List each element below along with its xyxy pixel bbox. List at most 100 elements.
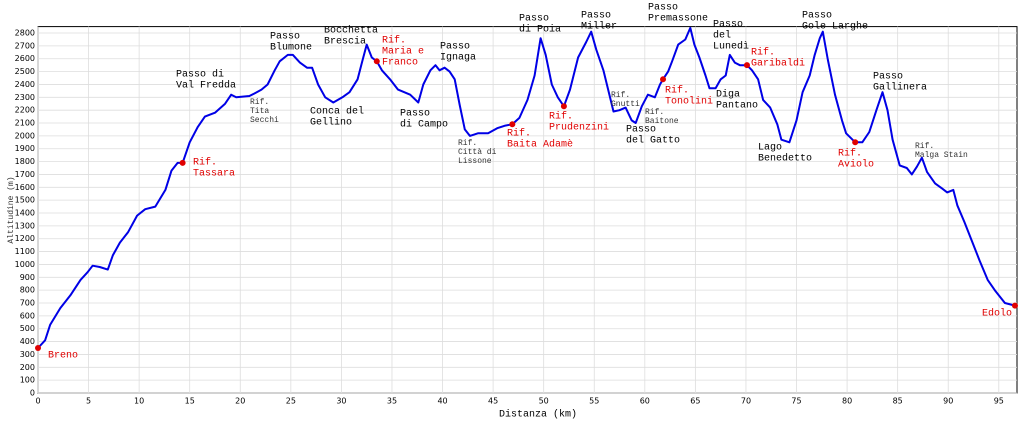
- waypoint-label: Rif.: [193, 157, 217, 169]
- pass-label: Gallinera: [873, 82, 927, 94]
- y-tick-label: 1600: [15, 183, 35, 192]
- pass-label: Passo: [648, 3, 678, 14]
- waypoint-marker: [743, 62, 750, 69]
- pass-label: del Gatto: [626, 135, 680, 147]
- note-label: Rif.: [250, 98, 269, 107]
- y-tick-label: 2800: [15, 29, 35, 38]
- note-label: Rif.: [915, 142, 934, 151]
- y-tick-label: 2600: [15, 54, 35, 63]
- x-tick-label: 5: [86, 397, 91, 406]
- y-tick-label: 300: [20, 350, 35, 359]
- pass-label: Gole Larghe: [802, 21, 868, 33]
- pass-label: Val Fredda: [176, 80, 236, 92]
- y-tick-label: 100: [20, 376, 35, 385]
- waypoint-label: Maria e: [382, 46, 424, 58]
- x-tick-label: 35: [387, 397, 397, 406]
- waypoint-label: Tonolini: [665, 96, 713, 108]
- x-tick-label: 15: [185, 397, 195, 406]
- y-tick-label: 200: [20, 363, 35, 372]
- x-axis-label: Distanza (km): [499, 409, 577, 421]
- pass-label: Conca del: [310, 106, 364, 118]
- waypoint-marker: [1011, 302, 1018, 309]
- y-tick-label: 1700: [15, 170, 35, 179]
- x-tick-label: 40: [437, 397, 447, 406]
- x-tick-label: 45: [488, 397, 498, 406]
- pass-label: Lago: [758, 143, 782, 154]
- x-tick-label: 20: [235, 397, 245, 406]
- y-tick-label: 600: [20, 311, 35, 320]
- y-axis-label: Altitudine (m): [7, 176, 16, 243]
- waypoint-label: Franco: [382, 58, 418, 69]
- y-tick-label: 700: [20, 299, 35, 308]
- note-label: Lissone: [458, 157, 492, 166]
- y-tick-label: 900: [20, 273, 35, 282]
- pass-label: Benedetto: [758, 153, 812, 165]
- y-tick-label: 500: [20, 324, 35, 333]
- waypoint-marker: [35, 345, 41, 352]
- note-label: Malga Stain: [915, 151, 968, 160]
- pass-label: Lunedì: [713, 41, 749, 53]
- x-tick-label: 65: [690, 397, 700, 406]
- y-tick-label: 1100: [15, 247, 35, 256]
- pass-label: Premassone: [648, 14, 708, 25]
- y-tick-label: 800: [20, 286, 35, 295]
- pass-label: Pantano: [716, 101, 758, 112]
- y-tick-label: 1500: [15, 196, 35, 205]
- waypoint-marker: [852, 139, 859, 146]
- waypoint-label: Garibaldi: [751, 58, 805, 70]
- pass-label: di Campo: [400, 119, 448, 131]
- waypoint-label: Rif.: [838, 148, 862, 160]
- pass-label: Bocchetta: [324, 25, 378, 37]
- x-tick-label: 75: [791, 397, 801, 406]
- y-tick-label: 2500: [15, 67, 35, 76]
- pass-label: Passo: [270, 32, 300, 43]
- waypoint-label: Rif.: [507, 128, 531, 140]
- x-tick-label: 30: [336, 397, 346, 406]
- pass-label: Ignaga: [440, 53, 476, 64]
- y-tick-label: 2700: [15, 41, 35, 50]
- y-tick-label: 400: [20, 337, 35, 346]
- y-tick-label: 1300: [15, 221, 35, 230]
- note-label: Tita: [250, 107, 269, 116]
- note-label: Rif.: [611, 91, 630, 100]
- waypoint-label: Aviolo: [838, 159, 874, 171]
- y-tick-label: 1200: [15, 234, 35, 243]
- waypoint-label: Rif.: [382, 35, 406, 47]
- waypoint-marker: [509, 121, 516, 128]
- x-tick-label: 55: [589, 397, 599, 406]
- pass-label: di Poia: [519, 24, 561, 36]
- pass-label: Passo: [873, 72, 903, 83]
- pass-label: Passo: [440, 42, 470, 53]
- waypoint-label: Rif.: [665, 85, 689, 97]
- pass-label: Brescia: [324, 36, 366, 48]
- waypoint-marker: [179, 159, 186, 166]
- x-tick-label: 50: [539, 397, 549, 406]
- y-tick-label: 1900: [15, 144, 35, 153]
- pass-label: Miller: [581, 21, 617, 33]
- x-tick-label: 0: [35, 397, 40, 406]
- x-tick-label: 25: [286, 397, 296, 406]
- y-tick-label: 2300: [15, 93, 35, 102]
- waypoint-label: Prudenzini: [549, 122, 609, 134]
- x-tick-label: 60: [640, 397, 650, 406]
- waypoint-marker: [660, 76, 667, 83]
- waypoint-label: Tassara: [193, 169, 235, 180]
- waypoint-label: Rif.: [751, 47, 775, 59]
- pass-label: del: [713, 30, 731, 42]
- waypoint-label: Breno: [48, 351, 78, 362]
- note-label: Rif.: [645, 108, 664, 117]
- pass-label: Passo di: [176, 69, 224, 81]
- x-tick-label: 95: [994, 397, 1004, 406]
- y-tick-label: 1000: [15, 260, 35, 269]
- note-label: Gnutti: [611, 100, 640, 109]
- x-tick-label: 80: [842, 397, 852, 406]
- waypoint-marker: [560, 103, 567, 110]
- waypoint-label: Baita Adamè: [507, 139, 573, 151]
- y-tick-label: 1400: [15, 209, 35, 218]
- y-tick-label: 2400: [15, 80, 35, 89]
- note-label: Rif.: [458, 139, 477, 148]
- x-tick-label: 70: [741, 397, 751, 406]
- pass-label: Passo: [400, 109, 430, 120]
- note-label: Secchi: [250, 116, 279, 125]
